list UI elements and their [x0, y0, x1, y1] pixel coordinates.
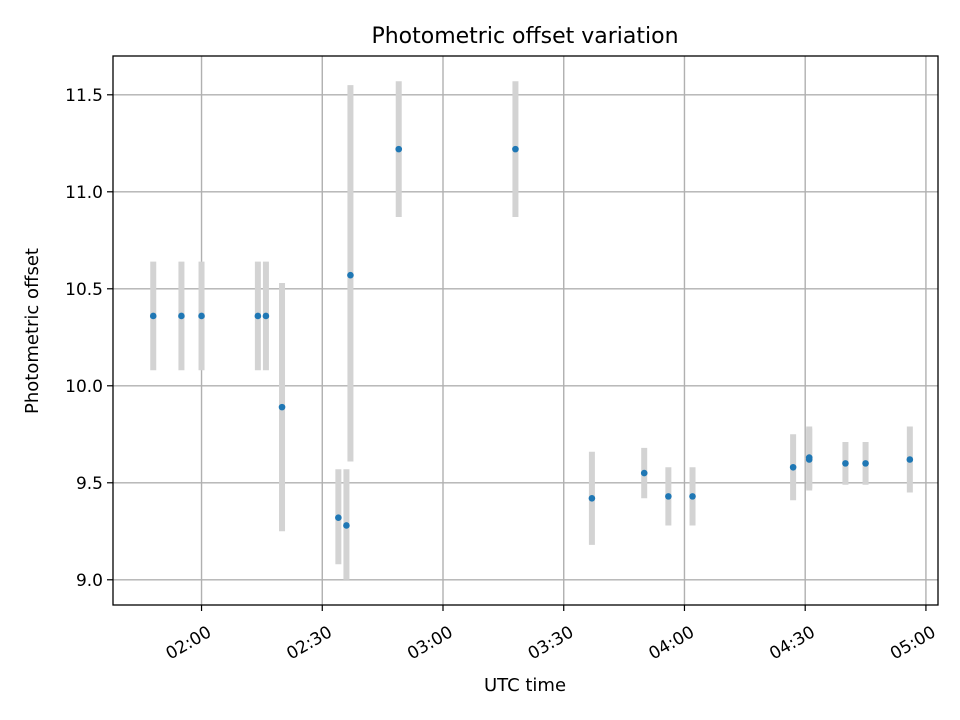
- data-point: [149, 312, 157, 320]
- data-point: [335, 514, 342, 522]
- x-tick-label: 03:00: [404, 622, 456, 664]
- data-point: [262, 312, 270, 320]
- x-tick-label: 05:00: [887, 622, 939, 664]
- y-tick-label: 9.0: [76, 571, 103, 591]
- x-tick-label: 04:30: [766, 622, 818, 664]
- y-tick-label: 10.5: [65, 280, 103, 300]
- data-point: [512, 145, 519, 153]
- error-bars: [150, 81, 913, 580]
- data-point: [665, 493, 672, 500]
- data-point: [278, 403, 286, 411]
- axis-ticks: 02:00 02:30 03:00 03:30 04:00 04:30 05:00 9.0 9.…: [65, 86, 939, 664]
- data-point: [588, 495, 596, 502]
- data-points: [149, 145, 914, 529]
- y-tick-label: 11.0: [65, 183, 103, 203]
- plot-frame: [112, 55, 939, 606]
- data-point: [395, 145, 403, 153]
- grid: [113, 56, 938, 605]
- data-point: [640, 469, 648, 477]
- y-axis-label: Photometric offset: [22, 248, 43, 414]
- y-tick-label: 11.5: [65, 86, 103, 106]
- data-point: [906, 456, 914, 463]
- x-tick-label: 02:30: [283, 622, 335, 664]
- data-point: [254, 312, 262, 320]
- data-point: [178, 312, 185, 320]
- data-point: [347, 271, 354, 279]
- y-tick-label: 9.5: [76, 474, 103, 494]
- x-axis-label: UTC time: [484, 675, 566, 696]
- data-point: [862, 460, 869, 467]
- data-point: [198, 312, 205, 320]
- data-point: [842, 460, 849, 467]
- x-tick-label: 03:30: [525, 622, 577, 664]
- y-tick-label: 10.0: [65, 377, 103, 397]
- data-point: [789, 463, 797, 471]
- data-point: [343, 522, 350, 529]
- x-tick-label: 02:00: [163, 622, 215, 664]
- x-tick-label: 04:00: [646, 622, 698, 664]
- data-point: [689, 493, 696, 500]
- data-point: [805, 454, 813, 461]
- chart-title: Photometric offset variation: [371, 24, 678, 49]
